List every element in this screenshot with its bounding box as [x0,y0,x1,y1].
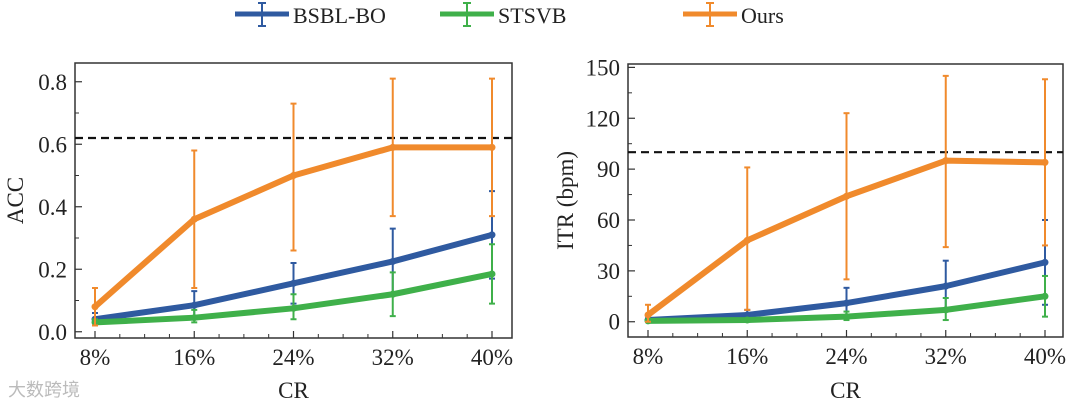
data-point [290,279,297,287]
y-tick-label: 0 [609,310,621,335]
x-tick-label: 16% [726,344,768,369]
data-point [389,143,397,151]
data-point [389,257,397,265]
x-axis-label: CR [830,378,861,403]
legend-label: Ours [741,3,784,28]
data-point [644,311,652,319]
y-tick-label: 60 [597,208,620,233]
data-point [743,236,751,244]
data-point [488,270,496,278]
data-point [743,316,751,324]
data-point [942,306,950,314]
data-point [488,231,496,239]
x-tick-label: 40% [471,345,513,370]
x-tick-label: 24% [272,345,314,370]
y-tick-label: 0.6 [38,132,67,157]
x-axis-label: CR [278,378,309,403]
data-point [290,172,297,179]
y-tick-label: 120 [586,106,621,131]
y-axis-label: ACC [3,177,28,224]
legend-item-stsvb: STSVB [440,2,566,28]
data-point [843,299,850,307]
y-tick-label: 0.2 [38,257,67,282]
data-point [290,304,297,312]
y-tick-label: 90 [597,157,620,182]
x-tick-label: 8% [80,345,111,370]
data-point [843,192,850,200]
x-tick-label: 40% [1024,344,1066,369]
y-axis-label: ITR (bpm) [553,151,578,250]
data-point [1041,292,1049,300]
data-point [1041,258,1049,266]
x-tick-label: 16% [173,345,215,370]
legend-item-ours: Ours [683,2,784,28]
y-tick-label: 0.8 [38,70,67,95]
series-ours [91,77,496,327]
plot-frame [627,63,1064,338]
y-tick-label: 150 [586,55,621,80]
data-point [190,301,198,309]
series-stsvb [91,243,496,327]
chart-panel-acc: 0.0 0.2 0.4 0.6 0.8 8% 16% 24% 32% 40% CR ACC [3,62,513,403]
y-tick-label: 0.4 [38,195,67,220]
x-tick-label: 8% [633,344,664,369]
legend-item-bsbl-bo: BSBL-BO [235,2,386,28]
y-tick-label: 0.0 [38,320,67,345]
series-stsvb [644,274,1049,325]
watermark: 大数跨境 [8,380,80,401]
x-tick-label: 24% [825,344,867,369]
x-tick-label: 32% [372,345,414,370]
data-point [488,143,496,151]
legend-label: BSBL-BO [293,3,386,28]
legend-label: STSVB [498,3,566,28]
data-point [190,314,198,322]
data-point [91,303,99,311]
data-point [1041,158,1049,166]
data-point [190,215,198,223]
x-tick-label: 32% [925,344,967,369]
chart-panel-itr: 0 30 60 90 120 150 8% 16% 24% 32% 40% CR ITR (bpm) [553,55,1066,403]
series-ours [644,74,1049,323]
data-point [942,157,950,165]
data-point [743,311,751,319]
data-point [843,313,850,321]
data-point [389,290,397,298]
y-tick-label: 30 [597,259,620,284]
data-point [942,282,950,290]
